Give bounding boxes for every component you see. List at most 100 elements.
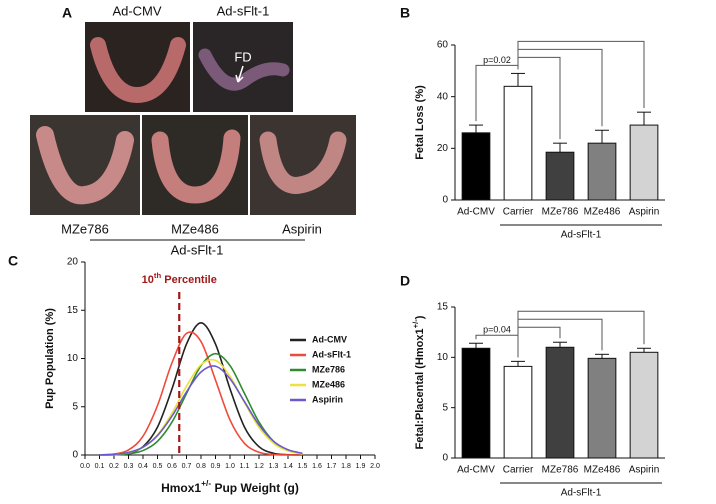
x-tick-label: 1.2 — [254, 463, 264, 470]
x-tick-label: 2.0 — [370, 463, 380, 470]
annotation-part: Percentile — [161, 274, 217, 286]
x-tick-label: Aspirin — [629, 465, 660, 476]
x-tick-label: 1.1 — [240, 463, 250, 470]
legend-label: Ad-sFlt-1 — [312, 349, 351, 359]
photo-label: MZe486 — [171, 221, 219, 236]
x-tick-label: 1.4 — [283, 463, 293, 470]
x-tick-label: 1.7 — [327, 463, 337, 470]
curve — [99, 331, 303, 456]
legend-label: Aspirin — [312, 394, 343, 404]
group-label: Ad-sFlt-1 — [561, 488, 602, 499]
comparison-label: p=0.02 — [483, 55, 511, 65]
uterus — [259, 131, 347, 194]
x-tick-label: 1.0 — [225, 463, 235, 470]
uterus — [198, 48, 290, 91]
x-tick-label: 0.8 — [196, 463, 206, 470]
group-label: Ad-sFlt-1 — [561, 230, 602, 241]
y-axis-title: Fetal Loss (%) — [414, 85, 426, 160]
y-axis-title: Pup Population (%) — [44, 308, 56, 409]
arrow — [235, 65, 244, 83]
y-tick-label: 60 — [437, 40, 449, 51]
bar — [587, 357, 617, 459]
photo-label: Ad-CMV — [112, 3, 161, 18]
x-tick-label: MZe786 — [542, 207, 579, 218]
x-tick-label: 0.0 — [80, 463, 90, 470]
legend-label: MZe486 — [312, 379, 345, 389]
bracket — [517, 310, 645, 358]
group-label: Ad-sFlt-1 — [171, 242, 224, 257]
y-tick-label: 20 — [67, 257, 79, 268]
x-tick-label: 0.2 — [109, 463, 119, 470]
x-tick-label: 0.6 — [167, 463, 177, 470]
y-tick-label: 40 — [437, 91, 449, 102]
bar — [461, 347, 491, 459]
bar — [503, 85, 533, 201]
y-tick-label: 15 — [437, 302, 449, 313]
y-tick-label: 0 — [442, 195, 448, 206]
photo-annotation: FD — [234, 49, 251, 64]
legend-label: Ad-CMV — [312, 334, 347, 344]
photo-label: MZe786 — [61, 221, 109, 236]
y-axis-title-part: ) — [414, 315, 426, 319]
bar — [587, 142, 617, 201]
x-tick-label: MZe486 — [584, 207, 621, 218]
comparison-label: p=0.04 — [483, 325, 511, 335]
x-axis-title-sup: +/- — [201, 478, 211, 488]
x-axis-title: Hmox1+/- Pup Weight (g) — [161, 478, 299, 495]
y-tick-label: 0 — [72, 450, 78, 461]
annotation-sup: th — [154, 271, 162, 280]
x-tick-label: 1.8 — [341, 463, 351, 470]
y-axis-title-part: Fetal:Placental (Hmox1 — [414, 328, 426, 449]
y-tick-label: 10 — [437, 352, 449, 363]
bar — [545, 151, 575, 201]
y-tick-label: 5 — [442, 402, 448, 413]
x-tick-label: Aspirin — [629, 207, 660, 218]
y-tick-label: 0 — [442, 453, 448, 464]
bracket — [517, 40, 645, 109]
annotation: 10th Percentile — [142, 271, 217, 286]
x-tick-label: 0.9 — [211, 463, 221, 470]
panel-label: B — [400, 5, 410, 21]
photo-label: Aspirin — [282, 221, 322, 236]
x-tick-label: Carrier — [503, 207, 534, 218]
x-tick-label: 0.3 — [124, 463, 134, 470]
x-tick-label: 0.1 — [95, 463, 105, 470]
x-tick-label: 0.4 — [138, 463, 148, 470]
legend-label: MZe786 — [312, 364, 345, 374]
bar — [503, 365, 533, 459]
bar — [461, 132, 491, 201]
x-tick-label: MZe486 — [584, 465, 621, 476]
x-tick-label: 1.5 — [298, 463, 308, 470]
curve — [99, 365, 303, 456]
uterus — [36, 126, 134, 205]
uterus — [90, 37, 186, 104]
x-tick-label: 0.5 — [153, 463, 163, 470]
y-tick-label: 5 — [72, 401, 78, 412]
x-tick-label: Ad-CMV — [457, 465, 495, 476]
x-tick-label: Carrier — [503, 465, 534, 476]
x-tick-label: 1.3 — [269, 463, 279, 470]
annotation-part: 10 — [142, 274, 154, 286]
uterus — [151, 129, 241, 204]
x-axis-title-part: Hmox1 — [161, 481, 201, 495]
bar — [545, 346, 575, 459]
photo-label: Ad-sFlt-1 — [217, 3, 270, 18]
y-tick-label: 15 — [67, 305, 79, 316]
x-tick-label: MZe786 — [542, 465, 579, 476]
panel-a: A Ad-CMV Ad-sFlt-1 FD MZe786 MZe486 Aspi… — [30, 3, 356, 257]
panel-label: D — [400, 273, 410, 289]
x-axis-title-part: Pup Weight (g) — [211, 481, 299, 495]
panel-label: C — [8, 253, 18, 269]
bar — [629, 124, 659, 201]
x-tick-label: Ad-CMV — [457, 207, 495, 218]
y-tick-label: 10 — [67, 353, 79, 364]
x-tick-label: 1.6 — [312, 463, 322, 470]
x-tick-label: 1.9 — [356, 463, 366, 470]
y-axis-title-sup: +/- — [411, 319, 420, 329]
panel-label: A — [62, 5, 72, 21]
y-tick-label: 20 — [437, 143, 449, 154]
x-tick-label: 0.7 — [182, 463, 192, 470]
bar — [629, 351, 659, 459]
y-axis-title: Fetal:Placental (Hmox1+/-) — [411, 315, 426, 449]
